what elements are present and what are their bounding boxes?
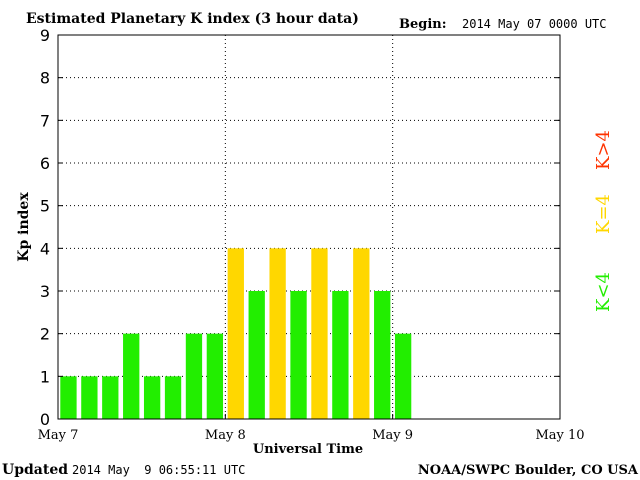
begin-label: Begin: (399, 17, 447, 32)
kp-bar (123, 333, 140, 419)
x-axis-title: Universal Time (253, 442, 363, 457)
kp-bar (248, 291, 265, 419)
kp-bar (164, 376, 182, 419)
kp-bar (311, 248, 328, 419)
kp-bar (394, 333, 412, 419)
kp-bar (206, 333, 224, 419)
y-axis-title: Kp index (16, 192, 32, 262)
x-tick-label: May 8 (205, 428, 246, 443)
plot-frame (57, 34, 561, 420)
updated-label: Updated (2, 462, 68, 478)
x-axis-ticks: May 7 May 8 May 9 May 10 (38, 414, 585, 443)
bars (60, 248, 412, 419)
legend-k-equal-4: K=4 (593, 194, 614, 234)
grid-lines (58, 35, 560, 419)
x-tick-label: May 10 (535, 428, 584, 443)
y-tick-label: 2 (40, 325, 50, 344)
legend-k-less-4: K<4 (593, 272, 614, 312)
kp-bar (332, 291, 349, 419)
y-tick-label: 6 (40, 154, 50, 173)
legend-k-greater-4: K>4 (593, 130, 614, 170)
kp-bar (374, 291, 391, 419)
y-tick-label: 3 (40, 282, 50, 301)
x-tick-label: May 9 (372, 428, 413, 443)
kp-bar (143, 376, 161, 419)
kp-bar (185, 333, 203, 419)
y-tick-label: 5 (40, 197, 50, 216)
y-tick-label: 8 (40, 69, 50, 88)
x-tick-label: May 7 (38, 428, 79, 443)
y-axis-ticks: 0 1 2 3 4 5 6 7 8 9 (40, 26, 560, 429)
chart-title: Estimated Planetary K index (3 hour data… (26, 11, 359, 27)
y-tick-label: 0 (40, 410, 50, 429)
y-tick-label: 1 (40, 367, 50, 386)
kp-bar (60, 376, 77, 419)
kp-bar (102, 376, 119, 419)
kp-bar (227, 248, 244, 419)
y-tick-label: 9 (40, 26, 50, 45)
source-credit: NOAA/SWPC Boulder, CO USA (418, 463, 639, 478)
kp-bar (290, 291, 307, 419)
kp-bar (269, 248, 286, 419)
begin-value: 2014 May 07 0000 UTC (462, 17, 607, 31)
updated-value: 2014 May 9 06:55:11 UTC (72, 463, 245, 477)
kp-bar (81, 376, 98, 419)
y-tick-label: 4 (40, 239, 50, 258)
y-tick-label: 7 (40, 111, 50, 130)
kp-bar (353, 248, 370, 419)
